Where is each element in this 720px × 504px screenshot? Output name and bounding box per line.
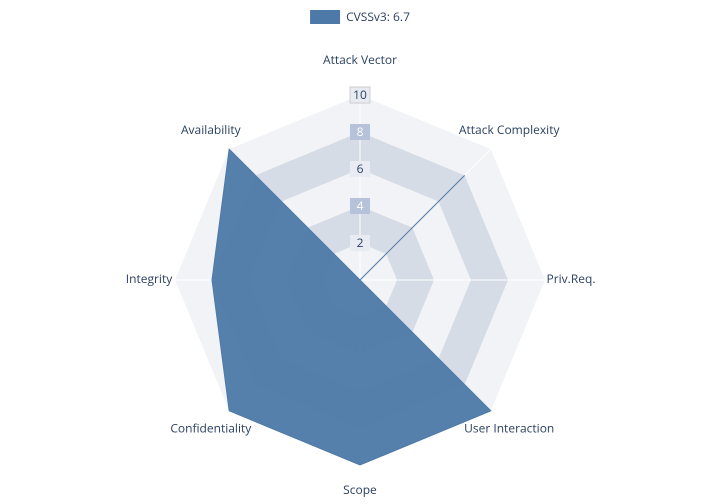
axis-label-scope: Scope <box>343 481 377 498</box>
axis-label-integrity: Integrity <box>126 270 173 287</box>
radar-plot: Attack Vector Attack Complexity Priv.Req. U… <box>0 0 720 504</box>
tick-label-8: 8 <box>357 123 364 140</box>
legend-label: CVSSv3: 6.7 <box>346 8 410 25</box>
legend[interactable]: CVSSv3: 6.7 <box>310 8 410 25</box>
axis-label-attack-complexity: Attack Complexity <box>459 121 561 138</box>
tick-label-10: 10 <box>353 86 367 103</box>
axis-label-attack-vector: Attack Vector <box>323 51 397 68</box>
tick-label-6: 6 <box>357 160 364 177</box>
axis-label-confidentiality: Confidentiality <box>170 419 252 436</box>
axis-label-priv-req-: Priv.Req. <box>547 270 596 287</box>
cvss-radar-chart: CVSSv3: 6.7 Attack Vector Attack Complexi… <box>0 0 720 504</box>
tick-label-4: 4 <box>357 197 364 214</box>
axis-label-user-interaction: User Interaction <box>464 419 554 436</box>
legend-swatch <box>310 10 340 24</box>
tick-label-2: 2 <box>357 234 364 251</box>
axis-label-availability: Availability <box>181 121 242 138</box>
